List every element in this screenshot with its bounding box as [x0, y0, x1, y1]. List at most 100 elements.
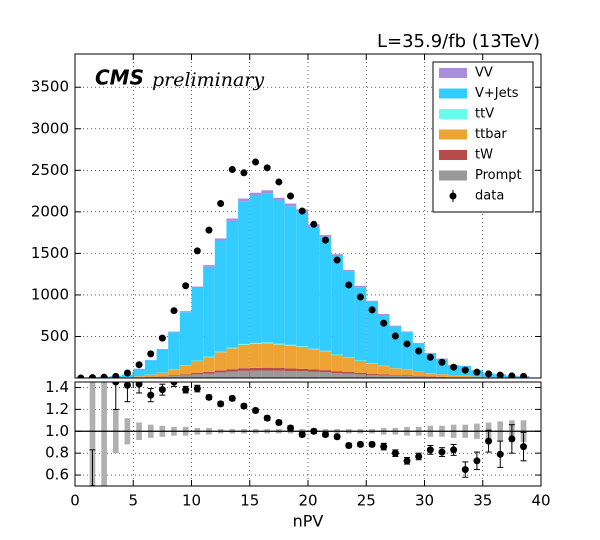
x-tick-label: 5 — [128, 492, 138, 510]
bar-segment — [319, 237, 332, 351]
bar-segment — [377, 366, 390, 375]
bar-segment — [203, 373, 215, 378]
ratio-point — [170, 382, 178, 386]
legend-box — [432, 61, 534, 213]
data-point — [123, 369, 131, 377]
chart-title: L=35.9/fb (13TeV) — [377, 31, 540, 52]
bar-segment — [319, 372, 332, 378]
bar-segment — [226, 347, 239, 349]
ratio-point — [287, 424, 295, 432]
bar-segment — [179, 365, 192, 375]
ratio-point — [310, 427, 318, 435]
y-tick-label: 1.0 — [45, 422, 69, 440]
bar-segment — [203, 265, 215, 267]
data-point — [450, 363, 458, 371]
data-point — [240, 169, 248, 177]
ratio-point — [426, 446, 434, 454]
bar-segment — [249, 367, 262, 371]
data-point — [333, 256, 341, 264]
data-point — [438, 358, 446, 366]
bar-segment — [308, 369, 320, 372]
bar-segment — [319, 351, 332, 371]
bar-segment — [238, 370, 250, 378]
data-point — [135, 361, 143, 369]
bar-segment — [296, 371, 308, 378]
bar-segment — [389, 326, 402, 369]
bar-segment — [354, 372, 367, 375]
bar-segment — [261, 342, 274, 344]
bar-segment — [436, 374, 448, 377]
legend-label: V+Jets — [475, 86, 519, 101]
ratio-point — [240, 402, 248, 410]
bar-segment — [273, 368, 285, 371]
bar-segment — [203, 356, 215, 358]
bar-segment — [191, 372, 204, 375]
bar-segment — [284, 203, 297, 207]
ratio-point — [123, 382, 131, 389]
data-point — [100, 373, 108, 378]
bar-segment — [319, 350, 332, 352]
data-point — [310, 220, 318, 228]
y-tick-label: 3500 — [31, 78, 69, 96]
bar-segment — [366, 300, 378, 302]
bar-segment — [436, 358, 448, 375]
bar-segment — [296, 211, 308, 347]
bar-segment — [214, 238, 227, 241]
bar-segment — [424, 373, 437, 377]
legend-label: ttbar — [475, 127, 507, 142]
bar-segment — [412, 371, 425, 377]
y-tick-label: 2000 — [31, 202, 69, 220]
bar-segment — [331, 373, 343, 378]
bar-segment — [249, 195, 262, 343]
bar-segment — [203, 266, 215, 357]
bar-segment — [412, 343, 425, 372]
bar-segment — [424, 353, 437, 374]
bar-segment — [354, 374, 367, 378]
bar-segment — [401, 376, 413, 378]
data-point — [415, 347, 423, 355]
bar-segment — [342, 357, 355, 373]
data-point — [391, 332, 399, 340]
bar-segment — [203, 357, 215, 372]
bar-segment — [168, 375, 180, 377]
bar-segment — [354, 360, 367, 373]
data-point — [368, 306, 376, 314]
data-point — [193, 247, 201, 255]
bar-segment — [144, 360, 157, 375]
legend-label: Prompt — [475, 168, 522, 183]
bar-segment — [331, 355, 343, 372]
axes-frame — [74, 381, 542, 487]
bar-segment — [238, 343, 250, 345]
ratio-point — [473, 457, 481, 465]
bar-segment — [319, 370, 332, 373]
data-point — [77, 374, 85, 378]
ratio-point — [520, 443, 528, 451]
bar-segment — [191, 374, 204, 378]
bar-segment — [168, 331, 180, 333]
ratio-point — [391, 449, 399, 457]
data-point — [461, 366, 469, 374]
bar-segment — [273, 370, 285, 378]
data-point — [473, 368, 481, 376]
bar-segment — [191, 288, 204, 361]
bar-segment — [156, 349, 169, 373]
bar-segment — [319, 235, 332, 238]
x-tick-label: 25 — [357, 492, 376, 510]
bar-segment — [238, 344, 250, 369]
bar-segment — [214, 352, 227, 371]
bar-segment — [471, 376, 483, 378]
legend-swatch — [439, 88, 467, 99]
bar-segment — [249, 342, 262, 344]
ratio-point — [368, 440, 376, 448]
bar-segment — [261, 367, 274, 371]
bar-segment — [296, 368, 308, 372]
bar-segment — [226, 218, 239, 221]
bar-segment — [238, 198, 250, 202]
data-point — [380, 319, 388, 327]
bar-segment — [284, 368, 297, 372]
x-tick-label: 40 — [531, 492, 550, 510]
data-point — [182, 282, 190, 290]
bar-segment — [401, 375, 413, 377]
bar-segment — [342, 372, 355, 374]
bar-segment — [342, 357, 355, 358]
